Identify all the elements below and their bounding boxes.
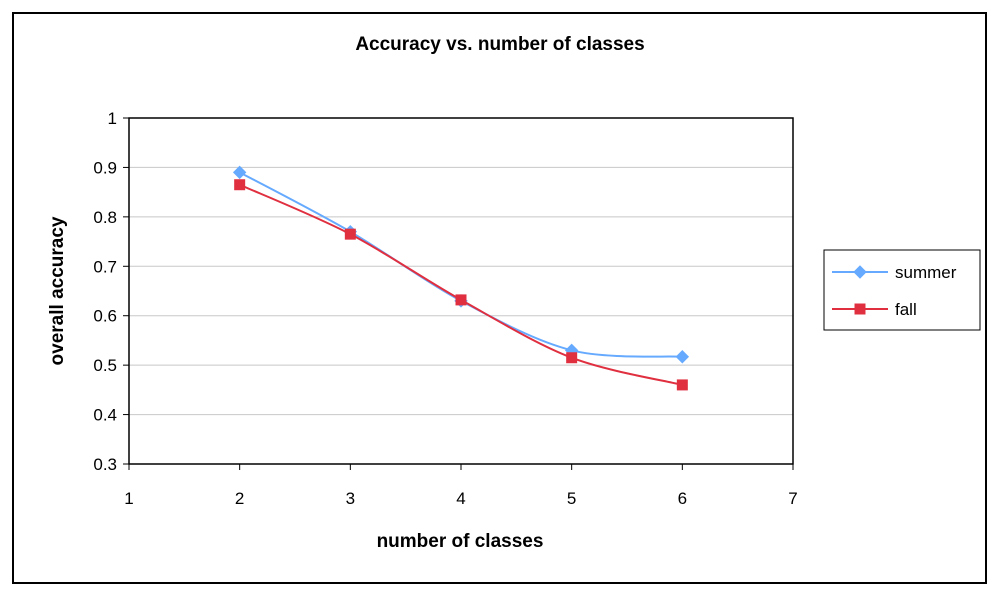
x-axis-label: number of classes [377, 531, 544, 552]
y-tick-label: 0.6 [93, 307, 117, 326]
series-fall [234, 179, 688, 391]
x-tick-label: 2 [235, 489, 244, 508]
y-tick-label: 0.7 [93, 257, 117, 276]
y-tick-label: 1 [108, 109, 117, 128]
data-point-fall [566, 352, 578, 364]
y-tick-label: 0.8 [93, 208, 117, 227]
chart-title: Accuracy vs. number of classes [355, 34, 644, 55]
legend-item-summer: summer [832, 263, 957, 282]
series-layer [232, 165, 690, 391]
legend-item-fall: fall [832, 300, 917, 319]
y-tick-label: 0.4 [93, 406, 117, 425]
legend-label-fall: fall [895, 300, 917, 319]
x-tick-label: 7 [788, 489, 797, 508]
data-point-fall [344, 228, 356, 240]
x-tick-label: 1 [124, 489, 133, 508]
legend-marker-summer [853, 265, 867, 279]
x-tick-label: 5 [567, 489, 576, 508]
y-axis-label: overall accuracy [47, 216, 68, 365]
data-point-summer [232, 165, 247, 180]
x-tick-label: 6 [678, 489, 687, 508]
data-point-fall [234, 179, 246, 191]
legend-box [823, 249, 981, 331]
legend-label-summer: summer [895, 263, 957, 282]
data-point-fall [455, 294, 467, 306]
axis-ticks: 0.3 0.4 0.5 0.6 0.7 0.8 0.9 1 1 2 3 4 5 6 7 [93, 109, 797, 508]
gridlines [129, 166, 793, 416]
legend: summer fall [823, 249, 981, 331]
x-tick-label: 3 [346, 489, 355, 508]
data-point-fall [676, 379, 688, 391]
y-tick-label: 0.5 [93, 356, 117, 375]
y-tick-label: 0.3 [93, 455, 117, 474]
legend-marker-fall [854, 303, 866, 315]
data-point-summer [675, 350, 690, 364]
x-tick-label: 4 [456, 489, 465, 508]
y-tick-label: 0.9 [93, 158, 117, 177]
